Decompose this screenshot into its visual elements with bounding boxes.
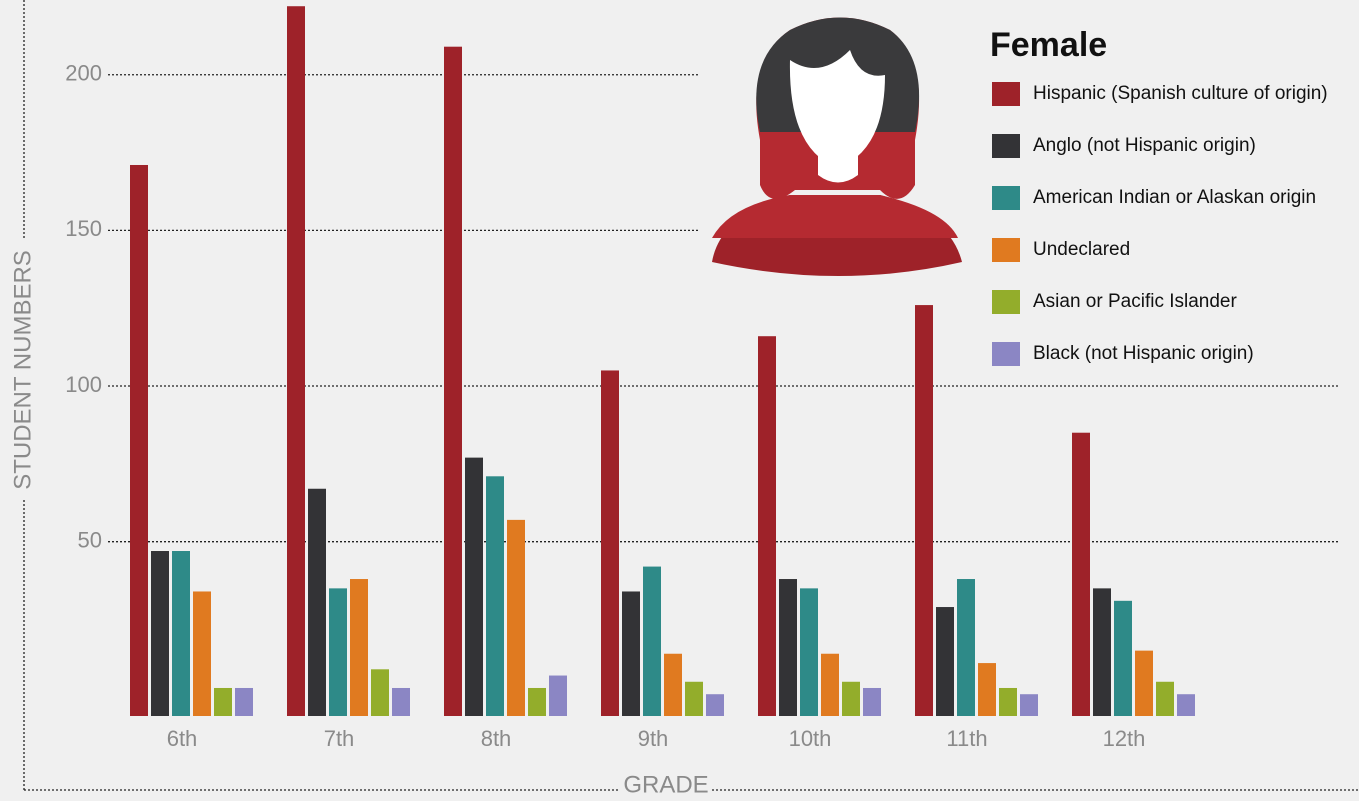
bar [193,591,211,716]
bar [706,694,724,716]
bar [664,653,682,716]
legend-swatch [992,238,1020,262]
y-tick-label: 100 [65,372,102,397]
bar [1020,694,1038,716]
bar [371,669,389,716]
legend-label: Undeclared [1033,239,1130,260]
bar [172,551,190,716]
bar [329,588,347,716]
x-tick-label: 10th [789,726,832,751]
y-tick-label: 150 [65,216,102,241]
bar [235,687,253,716]
x-tick-label: 7th [324,726,355,751]
bar [350,579,368,716]
legend-label: American Indian or Alaskan origin [1033,187,1316,208]
bar [936,607,954,716]
x-tick-label: 6th [167,726,198,751]
x-tick-label: 8th [481,726,512,751]
y-tick-label: 50 [78,527,102,552]
bar [999,687,1017,716]
legend-label: Hispanic (Spanish culture of origin) [1033,83,1328,104]
bar [601,370,619,716]
bar [800,588,818,716]
bar [507,519,525,716]
bar [214,687,232,716]
bar [821,653,839,716]
bar [1135,650,1153,716]
bar [643,566,661,716]
legend-swatch [992,186,1020,210]
legend-swatch [992,134,1020,158]
x-tick-label: 11th [946,726,987,751]
bar [842,681,860,716]
bar [1156,681,1174,716]
x-axis-label: GRADE [623,771,708,798]
legend-swatch [992,342,1020,366]
legend-swatch [992,82,1020,106]
bar [622,591,640,716]
y-axis-label: STUDENT NUMBERS [9,250,36,490]
x-tick-label: 12th [1103,726,1146,751]
bar [130,164,148,716]
bar [444,46,462,716]
bar [779,579,797,716]
y-tick-label: 200 [65,61,102,86]
bar [1114,600,1132,716]
bar [1093,588,1111,716]
bar [1177,694,1195,716]
legend-swatch [992,290,1020,314]
bar [465,457,483,716]
bar [863,687,881,716]
legend-label: Asian or Pacific Islander [1033,291,1237,312]
x-tick-label: 9th [638,726,669,751]
bar [1072,432,1090,716]
bar [758,336,776,716]
bar [308,488,326,716]
bar [915,305,933,716]
bar [685,681,703,716]
bar [287,6,305,717]
bar [957,579,975,716]
bar [528,687,546,716]
bar [151,551,169,716]
bar [549,675,567,716]
person-icon [712,17,962,276]
legend-label: Anglo (not Hispanic origin) [1033,135,1256,156]
bar [392,687,410,716]
legend-label: Black (not Hispanic origin) [1033,343,1254,364]
bar [978,663,996,716]
bar [486,476,504,716]
legend-title: Female [990,26,1107,64]
